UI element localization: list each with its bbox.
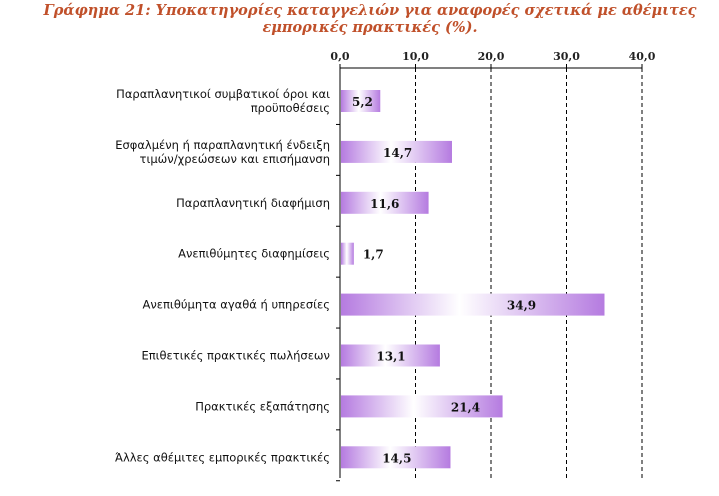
bar — [341, 293, 605, 316]
x-tick-label: 40,0 — [629, 50, 656, 63]
category-label: Παραπλανητική διαφήμιση — [176, 196, 330, 210]
bar — [341, 242, 354, 265]
bar — [341, 344, 440, 367]
value-label: 21,4 — [451, 400, 480, 414]
category-label: Άλλες αθέμιτες εμπορικές πρακτικές — [115, 450, 330, 464]
value-label: 5,2 — [352, 95, 373, 109]
bar — [341, 446, 451, 469]
x-tick-label: 0,0 — [330, 50, 349, 63]
chart-title: Γράφημα 21: Υποκατηγορίες καταγγελιών γι… — [43, 2, 697, 36]
category-label: Ανεπιθύμητα αγαθά ή υπηρεσίες — [143, 298, 331, 312]
bar — [341, 140, 452, 163]
value-label: 34,9 — [507, 299, 536, 313]
value-label: 14,7 — [383, 146, 412, 160]
category-label: Πρακτικές εξαπάτησης — [195, 399, 330, 413]
category-label: Ανεπιθύμητες διαφημίσεις — [178, 247, 330, 261]
bar — [341, 191, 429, 214]
value-label: 1,7 — [363, 248, 384, 262]
value-label: 13,1 — [376, 350, 405, 364]
x-tick-label: 10,0 — [402, 50, 429, 63]
bar — [341, 90, 381, 112]
category-label: Εσφαλμένη ή παραπλανητική ένδειξη τιμών/χ… — [115, 138, 330, 166]
value-label: 11,6 — [370, 197, 399, 211]
category-label: Παραπλανητικοί συμβατικοί όροι και προϋπο… — [116, 87, 330, 115]
x-tick-label: 20,0 — [478, 50, 505, 63]
x-tick-label: 30,0 — [553, 50, 580, 63]
category-label: Επιθετικές πρακτικές πωλήσεων — [141, 349, 330, 363]
value-label: 14,5 — [382, 451, 411, 465]
bar — [341, 395, 503, 418]
